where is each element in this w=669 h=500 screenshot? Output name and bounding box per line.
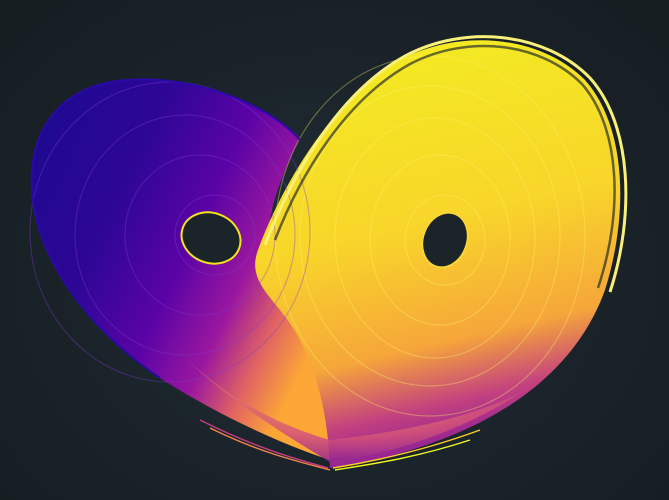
right-lobe-hole xyxy=(421,211,469,269)
left-lobe xyxy=(31,79,332,460)
right-lobe-rim xyxy=(263,35,628,293)
bottom-strands xyxy=(199,419,481,471)
left-lobe-rim xyxy=(30,78,301,379)
left-lobe-orbits xyxy=(29,81,311,383)
left-lobe-hole xyxy=(180,211,242,265)
right-lobe-outer-band xyxy=(273,44,616,289)
right-lobe-orbits xyxy=(274,55,586,417)
lower-fold xyxy=(160,330,540,462)
